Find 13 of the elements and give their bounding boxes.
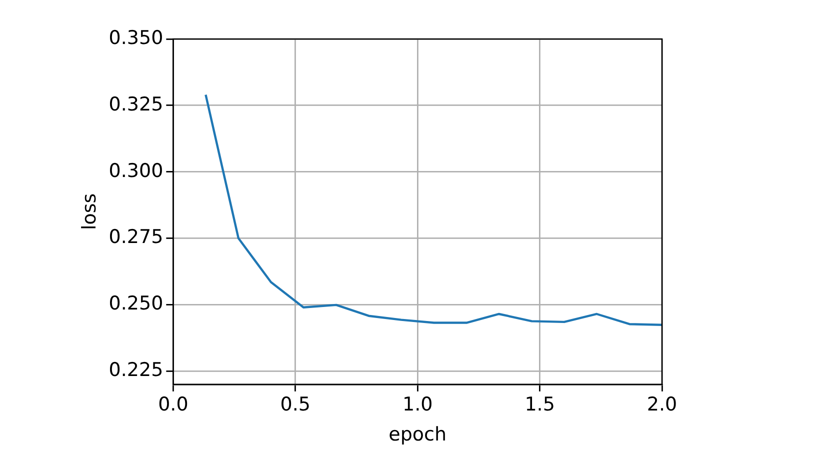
y-tick-label: 0.350	[108, 26, 164, 49]
y-tick-label: 0.275	[108, 226, 164, 248]
x-tick-label: 0.5	[280, 394, 311, 416]
y-axis-title: loss	[78, 193, 100, 230]
x-axis-title: epoch	[388, 424, 447, 446]
y-tick-label: 0.225	[108, 359, 164, 382]
x-tick-label: 2.0	[646, 394, 678, 416]
x-tick-label: 1.5	[524, 394, 555, 416]
x-tick-label: 1.0	[402, 394, 433, 416]
y-tick-label: 0.300	[108, 160, 164, 182]
y-tick-label: 0.250	[108, 292, 164, 315]
y-tick-label: 0.325	[108, 93, 164, 116]
x-tick-label: 0.0	[158, 394, 188, 416]
